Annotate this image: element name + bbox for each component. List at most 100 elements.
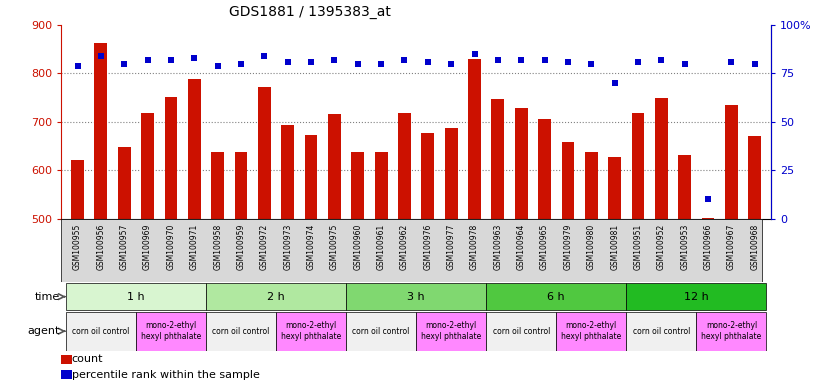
- Point: [748, 61, 761, 67]
- Point: [328, 57, 341, 63]
- Text: percentile rank within the sample: percentile rank within the sample: [72, 369, 259, 379]
- Text: GSM100959: GSM100959: [237, 224, 246, 270]
- Text: 2 h: 2 h: [267, 291, 285, 302]
- Bar: [515, 108, 528, 219]
- Bar: [608, 157, 621, 219]
- Bar: [95, 43, 108, 219]
- Text: GSM100972: GSM100972: [259, 224, 268, 270]
- Bar: [445, 128, 458, 219]
- Point: [678, 61, 691, 67]
- Text: GSM100977: GSM100977: [446, 224, 455, 270]
- Bar: [211, 152, 224, 219]
- Bar: [61, 370, 72, 379]
- Point: [561, 59, 574, 65]
- Text: mono-2-ethyl
hexyl phthalate: mono-2-ethyl hexyl phthalate: [421, 321, 481, 341]
- Point: [258, 53, 271, 59]
- Bar: [585, 152, 598, 219]
- Bar: [468, 60, 481, 219]
- Bar: [328, 114, 341, 219]
- Bar: [258, 88, 271, 219]
- Text: GSM100965: GSM100965: [540, 224, 549, 270]
- Text: GSM100966: GSM100966: [703, 224, 712, 270]
- Bar: [678, 155, 691, 219]
- Point: [515, 57, 528, 63]
- Bar: [165, 97, 177, 219]
- Point: [445, 61, 458, 67]
- Text: GSM100970: GSM100970: [166, 224, 175, 270]
- Text: corn oil control: corn oil control: [72, 327, 130, 336]
- Text: 1 h: 1 h: [127, 291, 144, 302]
- Point: [398, 57, 411, 63]
- Text: GSM100964: GSM100964: [517, 224, 526, 270]
- Text: GSM100953: GSM100953: [681, 224, 690, 270]
- Text: GSM100963: GSM100963: [494, 224, 503, 270]
- Bar: [725, 105, 738, 219]
- Text: corn oil control: corn oil control: [493, 327, 550, 336]
- Point: [211, 63, 224, 69]
- Point: [188, 55, 201, 61]
- Text: GSM100962: GSM100962: [400, 224, 409, 270]
- Bar: [118, 147, 131, 219]
- Point: [118, 61, 131, 67]
- Text: GSM100958: GSM100958: [213, 224, 222, 270]
- Bar: [136, 312, 206, 351]
- Text: GSM100981: GSM100981: [610, 224, 619, 270]
- Text: time: time: [35, 291, 60, 302]
- Text: 12 h: 12 h: [684, 291, 709, 302]
- Bar: [282, 125, 294, 219]
- Text: GSM100952: GSM100952: [657, 224, 666, 270]
- Point: [234, 61, 247, 67]
- Bar: [276, 312, 346, 351]
- Text: GSM100956: GSM100956: [96, 224, 105, 270]
- Text: GSM100971: GSM100971: [190, 224, 199, 270]
- Text: GSM100968: GSM100968: [750, 224, 759, 270]
- Point: [608, 80, 621, 86]
- Text: 6 h: 6 h: [548, 291, 565, 302]
- Point: [71, 63, 84, 69]
- Point: [141, 57, 154, 63]
- Bar: [375, 152, 388, 219]
- Text: GSM100980: GSM100980: [587, 224, 596, 270]
- Bar: [416, 312, 486, 351]
- Text: corn oil control: corn oil control: [632, 327, 690, 336]
- Bar: [206, 312, 276, 351]
- Bar: [627, 283, 766, 310]
- Text: mono-2-ethyl
hexyl phthalate: mono-2-ethyl hexyl phthalate: [281, 321, 341, 341]
- Point: [351, 61, 364, 67]
- Point: [538, 57, 551, 63]
- Bar: [304, 135, 317, 219]
- Bar: [346, 312, 416, 351]
- Bar: [61, 355, 72, 364]
- Bar: [561, 142, 574, 219]
- Bar: [486, 283, 627, 310]
- Text: GSM100975: GSM100975: [330, 224, 339, 270]
- Bar: [491, 99, 504, 219]
- Text: GSM100979: GSM100979: [564, 224, 573, 270]
- Bar: [486, 312, 557, 351]
- Bar: [234, 152, 247, 219]
- Point: [165, 57, 178, 63]
- Text: 3 h: 3 h: [407, 291, 425, 302]
- Text: GSM100969: GSM100969: [143, 224, 152, 270]
- Point: [421, 59, 434, 65]
- Text: GSM100957: GSM100957: [120, 224, 129, 270]
- Text: corn oil control: corn oil control: [353, 327, 410, 336]
- Bar: [696, 312, 766, 351]
- Text: mono-2-ethyl
hexyl phthalate: mono-2-ethyl hexyl phthalate: [141, 321, 201, 341]
- Bar: [188, 79, 201, 219]
- Point: [468, 51, 481, 57]
- Bar: [632, 113, 645, 219]
- Text: GSM100967: GSM100967: [727, 224, 736, 270]
- Text: count: count: [72, 354, 104, 364]
- Point: [632, 59, 645, 65]
- Bar: [352, 152, 364, 219]
- Bar: [66, 283, 206, 310]
- Text: GSM100978: GSM100978: [470, 224, 479, 270]
- Bar: [557, 312, 627, 351]
- Text: GSM100951: GSM100951: [633, 224, 642, 270]
- Bar: [346, 283, 486, 310]
- Text: GSM100961: GSM100961: [377, 224, 386, 270]
- Text: GSM100955: GSM100955: [73, 224, 82, 270]
- Text: corn oil control: corn oil control: [212, 327, 270, 336]
- Bar: [71, 160, 84, 219]
